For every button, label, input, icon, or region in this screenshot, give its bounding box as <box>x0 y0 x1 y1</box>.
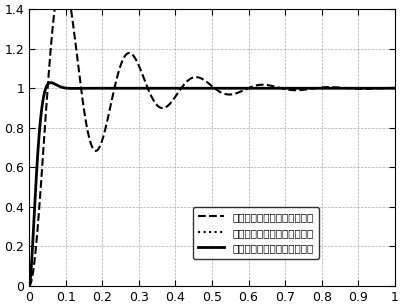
轻阻尼系统：响应快、超调大 <box>45 86 50 89</box>
变阻尼系统：响应快、超调小 <box>315 87 320 90</box>
轻阻尼系统：响应快、超调大 <box>195 75 200 79</box>
轻阻尼系统：响应快、超调大 <box>315 86 320 90</box>
变阻尼系统：响应快、超调小 <box>27 284 31 288</box>
变阻尼系统：响应快、超调小 <box>382 87 387 90</box>
变阻尼系统：响应快、超调小 <box>48 81 53 84</box>
轻阻尼系统：响应快、超调大 <box>382 86 387 90</box>
变阻尼系统：响应快、超调小 <box>382 87 387 90</box>
变阻尼系统：响应快、超调小 <box>45 83 50 86</box>
Legend: 轻阻尼系统：响应快、超调大, 重阻尼系统：响应慢、超调小, 变阻尼系统：响应快、超调小: 轻阻尼系统：响应快、超调大, 重阻尼系统：响应慢、超调小, 变阻尼系统：响应快、… <box>193 207 319 259</box>
变阻尼系统：响应快、超调小 <box>195 87 200 90</box>
轻阻尼系统：响应快、超调大 <box>393 86 397 90</box>
变阻尼系统：响应快、超调小 <box>205 87 210 90</box>
Line: 变阻尼系统：响应快、超调小: 变阻尼系统：响应快、超调小 <box>29 83 395 286</box>
轻阻尼系统：响应快、超调大 <box>382 86 387 90</box>
轻阻尼系统：响应快、超调大 <box>205 80 210 84</box>
Line: 轻阻尼系统：响应快、超调大: 轻阻尼系统：响应快、超调大 <box>29 0 395 286</box>
变阻尼系统：响应快、超调小 <box>393 87 397 90</box>
轻阻尼系统：响应快、超调大 <box>27 284 31 288</box>
